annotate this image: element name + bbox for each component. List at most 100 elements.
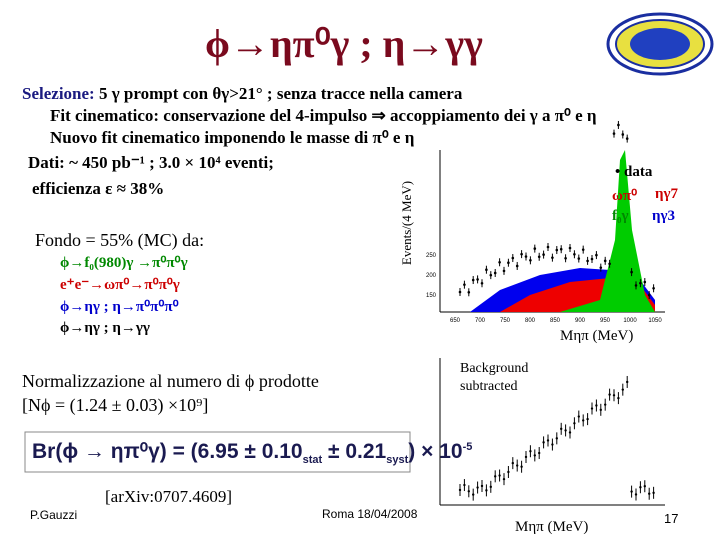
point [516,464,519,467]
background: ϕ→ηγ ; η→π⁰π⁰π⁰ [60,299,179,315]
background: e⁺e⁻→ωπ⁰→π⁰π⁰γ [60,277,180,293]
note: Background [460,361,529,376]
point [595,404,598,407]
y-tick-label: 200 [426,273,437,279]
point [467,290,471,294]
normalization: Normalizzazione al numero di ϕ prodotte [22,371,319,391]
point [621,133,625,136]
point [559,247,563,251]
point [524,255,528,258]
x-tick-label: 800 [525,318,536,324]
point [555,248,559,252]
legend-entry: ωπ⁰ [612,188,638,204]
point [643,485,646,488]
point [533,247,537,250]
point [590,407,594,410]
result-syst: syst [386,454,409,467]
point [652,286,655,290]
background: ϕ→ηγ ; η→γγ [60,320,150,336]
point [586,417,589,421]
point [480,484,484,488]
point [612,394,616,397]
point [480,281,484,285]
point [568,246,572,250]
x-tick-label: 900 [575,318,586,324]
point [608,262,611,266]
point [603,259,607,263]
result-exp: -5 [462,441,473,453]
point [617,123,620,127]
point [458,488,462,492]
point [463,283,466,286]
point [639,281,642,285]
x-tick-label: 950 [600,318,611,324]
point [507,470,510,474]
point [489,485,492,489]
y-tick-label: 150 [426,293,437,299]
result-end: ) × 10 [408,440,463,463]
point [560,427,563,431]
point [494,475,497,478]
point [489,273,493,277]
point [625,137,629,140]
x-tick-label: 850 [550,318,561,324]
label: Selezione: [22,84,95,103]
point [472,493,475,496]
point [542,253,545,256]
plot-bottom [439,358,665,506]
point [630,490,633,493]
point [498,474,501,477]
legend-entry: ηγ7 [655,186,679,202]
point [595,253,598,257]
line: Nuovo fit cinematico imponendo le masse … [50,128,415,147]
point [568,431,572,434]
x-label: Mηπ (MeV) [515,519,589,535]
x-tick-label: 1000 [623,318,637,324]
point [463,483,466,487]
point [577,415,580,418]
result-box [24,431,411,473]
x-tick-label: 1050 [648,318,662,324]
x-tick-label: 750 [500,318,511,324]
point [626,380,629,384]
point [555,437,558,440]
point [590,257,594,261]
point [648,492,651,495]
point [573,252,576,256]
point [564,256,567,260]
x-label: Mηπ (MeV) [560,328,634,344]
point [546,245,550,249]
x-tick-label: 650 [450,318,461,324]
point [507,261,510,265]
point [476,486,479,489]
point [573,422,576,425]
line: Fit cinematico: conservazione del 4-impu… [50,106,597,125]
point [634,493,638,496]
line: Dati: ~ 450 pb⁻¹ ; 3.0 × 10⁴ eventi; [28,153,274,172]
point [617,396,620,400]
point [515,264,519,268]
point [621,388,624,391]
title: ϕ→ηπ⁰γ ; η→γγ [205,21,483,66]
data-points [458,375,655,501]
point [577,257,581,260]
point [458,290,462,294]
x-tick-label: 700 [475,318,486,324]
point [643,280,647,284]
point [581,248,585,251]
point [551,256,554,259]
point [533,454,536,457]
point [476,278,479,281]
text: 5 γ prompt con θγ>21° ; senza tracce nel… [94,84,463,103]
point [599,408,602,412]
point [520,252,523,256]
point [471,278,475,282]
point [529,450,532,453]
plot-top: 650 700 750 800 850 900 950 1000 1050 150 200 250 [426,120,665,324]
point [647,293,651,297]
data-points [458,120,655,300]
legend-entry: ηγ3 [652,208,676,224]
point [485,489,488,492]
